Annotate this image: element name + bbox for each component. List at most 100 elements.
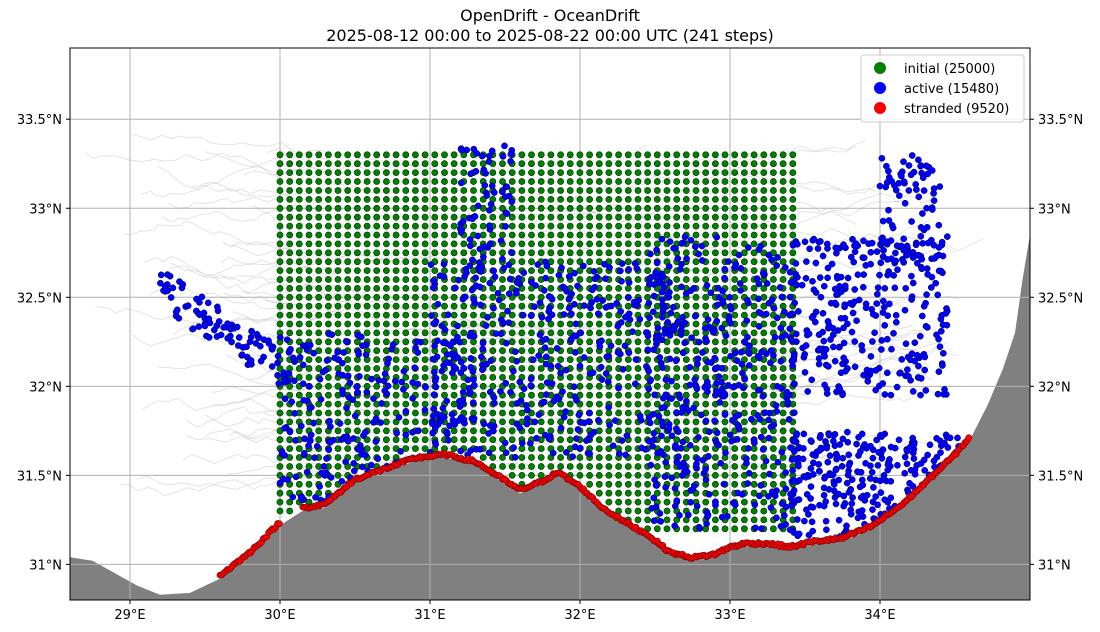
y-tick-label-left: 32°N [29, 380, 62, 395]
active-particle [935, 221, 943, 229]
initial-particle [363, 160, 371, 168]
active-particle [256, 342, 264, 350]
active-particle [777, 357, 785, 365]
initial-particle [489, 231, 497, 239]
initial-particle [663, 195, 671, 203]
active-particle [921, 467, 929, 474]
active-particle [809, 504, 817, 511]
active-particle [275, 380, 283, 387]
active-particle [810, 235, 818, 243]
initial-particle [615, 231, 622, 239]
active-particle [837, 273, 845, 281]
initial-particle [760, 231, 768, 239]
active-particle [704, 316, 712, 323]
active-particle [741, 375, 749, 383]
active-particle [657, 359, 665, 367]
active-particle [431, 342, 438, 350]
initial-particle [315, 436, 323, 444]
active-particle [898, 172, 905, 180]
initial-particle [731, 195, 739, 203]
active-particle [741, 339, 749, 346]
trajectory-line [671, 146, 857, 166]
initial-particle [382, 222, 390, 230]
active-particle [820, 282, 828, 290]
initial-particle [634, 240, 642, 248]
initial-particle [353, 240, 361, 248]
initial-particle [295, 391, 303, 399]
initial-particle [624, 373, 632, 381]
active-particle [738, 360, 746, 368]
initial-particle [508, 169, 516, 176]
active-particle [499, 255, 506, 263]
initial-particle [595, 489, 603, 497]
active-particle [819, 309, 827, 317]
initial-particle [353, 400, 361, 408]
initial-particle [373, 311, 381, 319]
active-particle [673, 425, 680, 432]
active-particle [829, 324, 837, 332]
initial-particle [537, 471, 545, 479]
initial-particle [373, 178, 381, 185]
active-particle [300, 396, 308, 404]
initial-particle [566, 249, 574, 257]
active-particle [446, 422, 453, 430]
initial-particle [411, 258, 419, 266]
initial-particle [595, 463, 603, 470]
active-particle [901, 306, 909, 314]
active-particle [311, 454, 318, 462]
initial-particle [470, 222, 477, 230]
initial-particle [276, 231, 284, 239]
initial-particle [566, 213, 574, 221]
initial-particle [508, 231, 516, 239]
initial-particle [392, 267, 400, 274]
stranded-particle [276, 520, 283, 528]
active-particle [292, 473, 300, 481]
initial-particle [382, 329, 390, 337]
initial-particle [547, 284, 555, 292]
initial-particle [363, 195, 371, 203]
active-particle [703, 338, 710, 345]
initial-particle [731, 373, 739, 381]
initial-particle [305, 222, 313, 230]
active-particle [325, 446, 333, 454]
active-particle [935, 368, 943, 376]
active-particle [671, 485, 679, 492]
initial-particle [576, 222, 584, 230]
initial-particle [334, 311, 342, 319]
initial-particle [731, 471, 739, 479]
active-particle [890, 329, 897, 337]
initial-particle [634, 436, 642, 444]
initial-particle [673, 204, 681, 212]
active-particle [381, 387, 389, 395]
initial-particle [411, 204, 419, 212]
initial-particle [441, 204, 448, 212]
initial-particle [644, 293, 651, 301]
initial-particle [431, 169, 439, 176]
active-particle [820, 350, 828, 357]
active-particle [831, 357, 839, 365]
initial-particle [334, 293, 342, 301]
active-particle [157, 279, 164, 287]
active-particle [658, 288, 666, 296]
active-particle [694, 455, 701, 463]
active-particle [297, 493, 305, 501]
initial-particle [692, 445, 700, 452]
initial-particle [324, 338, 332, 346]
active-particle [289, 354, 297, 362]
active-particle [542, 274, 550, 282]
initial-particle [421, 169, 429, 176]
active-particle [915, 362, 922, 370]
initial-particle [363, 400, 371, 408]
active-particle [461, 419, 468, 427]
initial-particle [779, 276, 787, 283]
initial-particle [789, 204, 797, 212]
active-particle [839, 435, 847, 443]
initial-particle [547, 213, 555, 221]
initial-particle [731, 525, 739, 533]
active-particle [565, 295, 573, 303]
initial-particle [712, 454, 719, 461]
active-particle [172, 308, 180, 316]
active-particle [824, 458, 832, 466]
initial-particle [624, 204, 632, 212]
initial-particle [547, 409, 555, 417]
